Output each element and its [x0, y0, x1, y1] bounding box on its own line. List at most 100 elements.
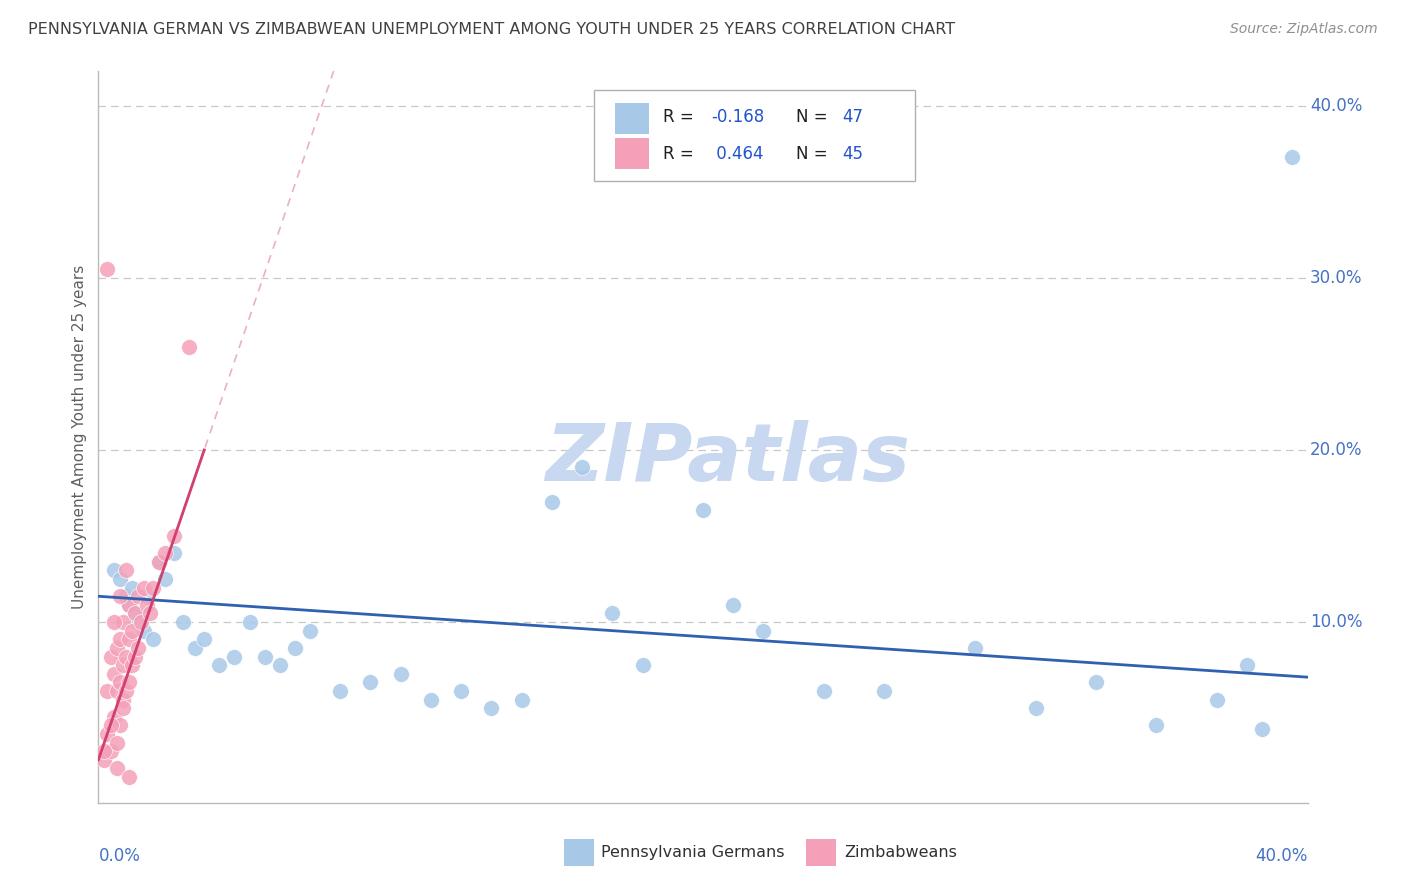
Text: PENNSYLVANIA GERMAN VS ZIMBABWEAN UNEMPLOYMENT AMONG YOUTH UNDER 25 YEARS CORREL: PENNSYLVANIA GERMAN VS ZIMBABWEAN UNEMPL…	[28, 22, 955, 37]
Point	[96, 262, 118, 277]
Point	[1144, 718, 1167, 732]
Point	[1024, 701, 1046, 715]
Point	[284, 640, 307, 655]
Bar	[564, 838, 595, 866]
Point	[118, 598, 141, 612]
Point	[153, 546, 176, 560]
Point	[148, 555, 170, 569]
Text: R =: R =	[664, 145, 699, 163]
Point	[124, 649, 146, 664]
Point	[510, 692, 533, 706]
Point	[118, 632, 141, 647]
Point	[108, 589, 131, 603]
Point	[118, 598, 141, 612]
Point	[723, 598, 745, 612]
Point	[813, 684, 835, 698]
Text: N =: N =	[796, 109, 832, 127]
Point	[389, 666, 412, 681]
Point	[1251, 722, 1274, 736]
Point	[108, 632, 131, 647]
Point	[118, 675, 141, 690]
Point	[873, 684, 896, 698]
Point	[239, 615, 262, 629]
Point	[135, 589, 157, 603]
Point	[420, 692, 443, 706]
Point	[752, 624, 775, 638]
Point	[114, 649, 136, 664]
Point	[121, 658, 143, 673]
Point	[121, 581, 143, 595]
Point	[111, 701, 134, 715]
Text: 45: 45	[842, 145, 863, 163]
Point	[127, 615, 149, 629]
Point	[142, 632, 165, 647]
Point	[329, 684, 352, 698]
Point	[121, 624, 143, 638]
Point	[184, 640, 207, 655]
Point	[1085, 675, 1108, 690]
Point	[631, 658, 654, 673]
Point	[114, 564, 136, 578]
Point	[540, 494, 562, 508]
Point	[269, 658, 291, 673]
Text: 0.464: 0.464	[711, 145, 763, 163]
Bar	[614, 138, 648, 169]
Point	[163, 529, 186, 543]
Point	[108, 675, 131, 690]
Point	[148, 555, 170, 569]
Point	[108, 718, 131, 732]
Point	[93, 744, 115, 758]
Text: Pennsylvania Germans: Pennsylvania Germans	[602, 845, 785, 860]
Point	[153, 572, 176, 586]
Point	[481, 701, 503, 715]
Point	[105, 684, 128, 698]
Point	[602, 607, 624, 621]
Point	[105, 761, 128, 775]
Text: 0.0%: 0.0%	[98, 847, 141, 864]
Text: 47: 47	[842, 109, 863, 127]
Point	[208, 658, 231, 673]
Point	[105, 735, 128, 749]
Text: Zimbabweans: Zimbabweans	[845, 845, 957, 860]
Point	[135, 598, 157, 612]
Point	[96, 727, 118, 741]
Point	[139, 607, 162, 621]
Point	[253, 649, 276, 664]
Point	[1206, 692, 1229, 706]
Text: R =: R =	[664, 109, 699, 127]
Point	[103, 710, 125, 724]
Text: 40.0%: 40.0%	[1310, 96, 1362, 115]
Point	[450, 684, 472, 698]
Point	[132, 624, 155, 638]
Point	[100, 718, 122, 732]
Point	[118, 770, 141, 784]
Point	[129, 615, 152, 629]
Text: ZIPatlas: ZIPatlas	[544, 420, 910, 498]
Point	[100, 744, 122, 758]
Point	[127, 589, 149, 603]
Point	[124, 607, 146, 621]
Point	[360, 675, 382, 690]
Point	[1281, 150, 1303, 164]
Bar	[806, 838, 837, 866]
Point	[111, 615, 134, 629]
Text: 20.0%: 20.0%	[1310, 441, 1362, 459]
Point	[103, 564, 125, 578]
FancyBboxPatch shape	[595, 90, 915, 181]
Point	[103, 615, 125, 629]
Point	[142, 581, 165, 595]
Point	[111, 692, 134, 706]
Point	[179, 340, 201, 354]
Point	[108, 572, 131, 586]
Point	[1236, 658, 1258, 673]
Point	[299, 624, 322, 638]
Point	[692, 503, 714, 517]
Point	[111, 658, 134, 673]
Point	[163, 546, 186, 560]
Point	[93, 753, 115, 767]
Point	[193, 632, 215, 647]
Text: 30.0%: 30.0%	[1310, 268, 1362, 287]
Text: 40.0%: 40.0%	[1256, 847, 1308, 864]
Point	[114, 684, 136, 698]
Point	[965, 640, 987, 655]
